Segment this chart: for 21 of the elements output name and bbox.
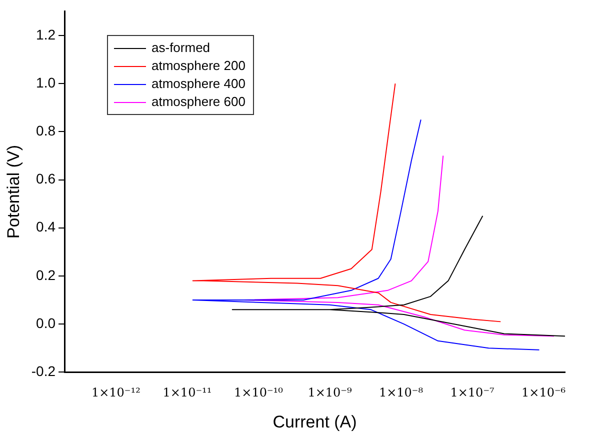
legend-label: atmosphere 200 [152, 57, 246, 76]
x-tick-label: 1×10⁻⁷ [450, 386, 495, 400]
y-axis-title: Potential (V) [4, 145, 23, 239]
y-tick-label: 0.6 [36, 170, 56, 187]
x-tick-label: 1×10⁻⁸ [378, 386, 424, 400]
x-tick-label: 1×10⁻¹² [91, 386, 141, 400]
y-tick-label: 0.8 [36, 122, 56, 139]
x-tick-label: 1×10⁻¹⁰ [234, 386, 284, 400]
y-tick-label: 1.0 [36, 74, 56, 90]
x-tick-label: 1×10⁻⁶ [521, 386, 566, 400]
x-tick-label: 1×10⁻¹¹ [162, 386, 212, 400]
legend-label: atmosphere 600 [152, 93, 246, 112]
y-tick-label: -0.2 [31, 363, 56, 380]
x-tick-label: 1×10⁻⁹ [308, 386, 352, 400]
y-tick-label: 0.2 [36, 266, 56, 283]
y-tick-label: 1.2 [36, 26, 56, 42]
legend-label: atmosphere 400 [152, 75, 246, 94]
y-tick-label: 0.0 [36, 314, 56, 331]
x-axis-title: Current (A) [272, 412, 357, 432]
legend-label: as-formed [152, 39, 210, 58]
y-tick-label: 0.4 [36, 218, 56, 235]
